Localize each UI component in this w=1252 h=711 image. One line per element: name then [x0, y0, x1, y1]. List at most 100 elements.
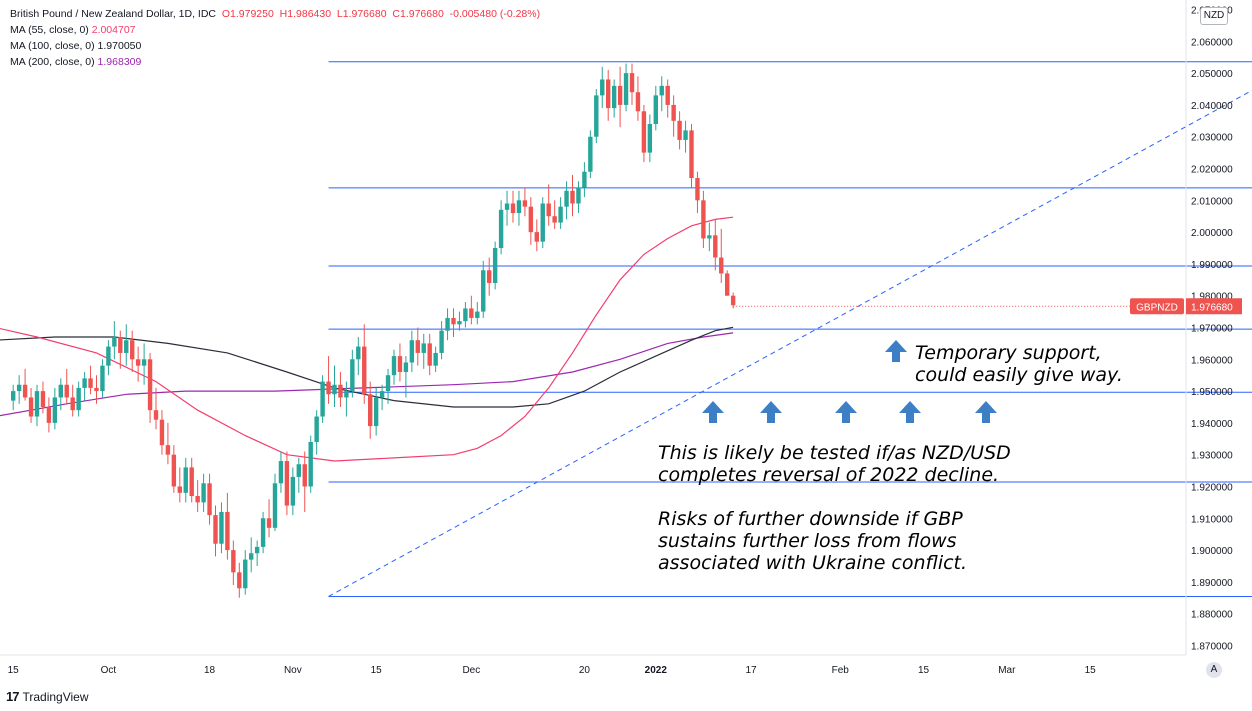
candle-body — [344, 391, 349, 398]
candle-body — [576, 187, 581, 204]
candle-body — [16, 384, 22, 392]
time-tick-label: Oct — [101, 665, 117, 676]
candle — [540, 197, 545, 249]
candle — [135, 346, 141, 382]
currency-button[interactable]: NZD — [1200, 7, 1228, 25]
candle — [373, 387, 379, 436]
tradingview-footer[interactable]: 17 TradingView — [6, 689, 89, 704]
candle — [249, 537, 254, 573]
price-axis[interactable]: 1.870000 1.880000 1.890000 1.900000 1.910000… — [1185, 0, 1233, 655]
candle-body — [249, 553, 254, 560]
time-axis[interactable]: 15 Oct 18 Nov 15 Dec 20 2022 17 Feb 15 Mar 15 — [0, 654, 1186, 676]
candle — [677, 111, 682, 150]
auto-scale-button[interactable]: A — [1206, 662, 1222, 678]
price-tick-label: 2.050000 — [1191, 69, 1233, 80]
candle-body — [445, 317, 450, 331]
candle — [40, 381, 46, 414]
candle-body — [570, 190, 575, 204]
price-tick-label: 1.880000 — [1191, 610, 1233, 621]
chart-legend: British Pound / New Zealand Dollar, 1D, … — [10, 6, 540, 70]
time-tick-label: 15 — [371, 665, 383, 676]
candle — [487, 257, 492, 296]
price-tick-label: 1.960000 — [1191, 355, 1233, 366]
candle — [82, 372, 87, 401]
candle — [445, 308, 450, 341]
candle — [516, 190, 522, 226]
time-tick-label: 17 — [745, 665, 757, 676]
candle — [588, 130, 593, 179]
candle — [159, 410, 165, 455]
candle — [183, 457, 188, 503]
candle-body — [11, 391, 16, 401]
candle — [362, 324, 367, 404]
candle — [171, 445, 177, 493]
candle-body — [254, 546, 260, 554]
candle — [332, 365, 337, 407]
candle-body — [516, 200, 522, 214]
candle-body — [707, 235, 712, 239]
candle — [659, 76, 664, 112]
candle-body — [421, 343, 426, 353]
candle-body — [70, 397, 75, 411]
candle-body — [82, 378, 87, 388]
price-tick-label: 2.030000 — [1191, 133, 1233, 144]
ma55-line — [0, 216, 734, 462]
price-tick-label: 2.020000 — [1191, 165, 1233, 176]
ma55-legend[interactable]: MA (55, close, 0) 2.004707 — [10, 24, 136, 36]
candle-body — [606, 79, 611, 109]
candle-body — [118, 337, 123, 353]
candle-body — [510, 203, 516, 214]
candle-body — [362, 346, 367, 395]
time-tick-label: 15 — [1085, 665, 1097, 676]
candle — [552, 200, 557, 229]
candle — [606, 69, 611, 121]
candle — [719, 228, 724, 283]
candle — [629, 63, 635, 105]
candle-body — [391, 356, 397, 376]
candle-body — [534, 232, 539, 242]
candle — [165, 422, 171, 465]
candle — [213, 505, 218, 557]
fib-trendline[interactable] — [328, 62, 1252, 597]
price-tick-label: 2.010000 — [1191, 196, 1233, 207]
time-tick-label: Nov — [284, 665, 302, 676]
candle-body — [582, 171, 587, 188]
candle — [617, 66, 623, 128]
candle — [368, 381, 373, 439]
candle — [272, 473, 278, 531]
ma200-legend[interactable]: MA (200, close, 0) 1.968309 — [10, 56, 142, 68]
candle-body — [100, 365, 105, 392]
candle — [594, 89, 599, 144]
candle-body — [207, 483, 212, 516]
annotation-nzdusd-test: This is likely be tested if/as NZD/USD c… — [658, 442, 1011, 486]
candle — [415, 327, 420, 366]
candle — [475, 302, 480, 325]
symbol-tag-label: GBPNZD — [1136, 302, 1178, 313]
candle — [397, 343, 403, 382]
time-tick-label: 18 — [204, 665, 216, 676]
candle — [302, 451, 307, 512]
candle-body — [564, 190, 569, 207]
ma100-legend[interactable]: MA (100, close, 0) 1.970050 — [10, 40, 142, 52]
candle — [130, 330, 135, 373]
candle — [260, 511, 266, 554]
candle-body — [28, 397, 34, 417]
candle — [284, 451, 290, 516]
candle-body — [487, 270, 492, 283]
candle-body — [730, 295, 736, 306]
symbol-tag — [1130, 298, 1184, 315]
fibonacci-retracement[interactable]: 0(2.053582)0.236(2.013893)0.382(1.989340… — [328, 58, 1252, 604]
candle-body — [588, 136, 593, 172]
candle — [58, 378, 63, 411]
last-price-label: GBPNZD 1.976680 — [733, 298, 1242, 315]
candle-body — [356, 346, 361, 360]
candle-body — [332, 384, 337, 395]
support-arrow-icon — [835, 401, 857, 423]
candle-body — [647, 124, 653, 153]
candle-body — [64, 384, 69, 398]
candle — [713, 219, 718, 271]
candle-body — [629, 73, 635, 93]
candle — [296, 457, 301, 493]
candle — [653, 85, 658, 131]
